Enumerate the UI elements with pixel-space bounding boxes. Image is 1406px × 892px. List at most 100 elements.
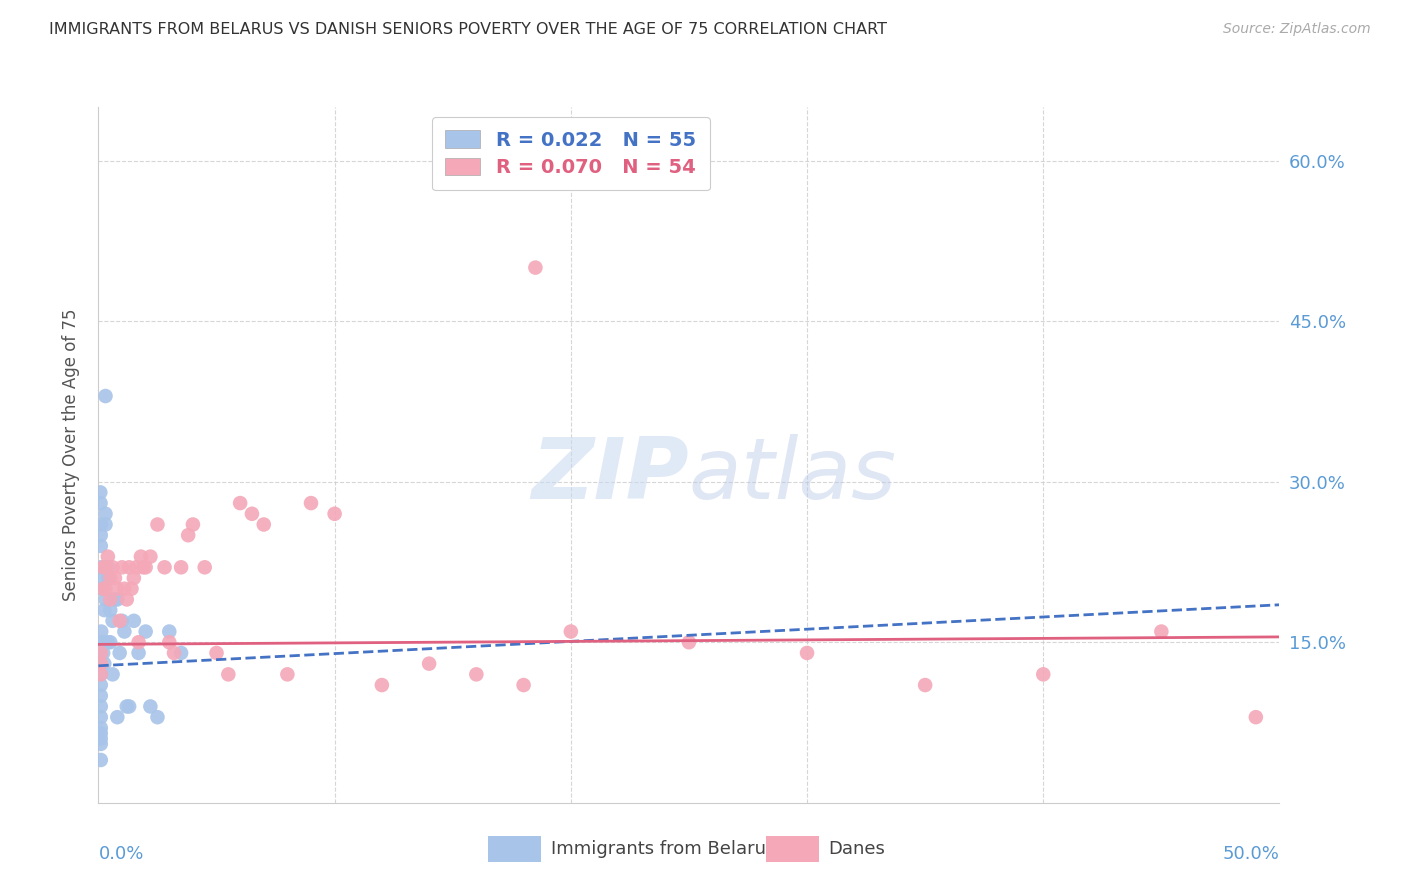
- Point: [177, 528, 200, 542]
- Point: [105, 582, 128, 596]
- Point: [90, 657, 112, 671]
- Point: [217, 667, 239, 681]
- Point: [418, 657, 440, 671]
- Point: [94, 389, 117, 403]
- Point: [512, 678, 534, 692]
- Point: [93, 603, 115, 617]
- Point: [146, 710, 169, 724]
- FancyBboxPatch shape: [488, 836, 541, 862]
- Point: [90, 726, 112, 740]
- Legend: R = 0.022   N = 55, R = 0.070   N = 54: R = 0.022 N = 55, R = 0.070 N = 54: [432, 117, 710, 191]
- Point: [90, 710, 112, 724]
- Text: 50.0%: 50.0%: [1223, 845, 1279, 863]
- Point: [108, 646, 131, 660]
- Point: [276, 667, 298, 681]
- Point: [111, 614, 134, 628]
- Point: [98, 592, 121, 607]
- Point: [139, 549, 162, 564]
- Point: [90, 635, 112, 649]
- Point: [115, 699, 138, 714]
- Text: Immigrants from Belarus: Immigrants from Belarus: [551, 839, 775, 858]
- Point: [194, 560, 217, 574]
- Point: [97, 549, 120, 564]
- Point: [91, 635, 114, 649]
- Point: [90, 528, 112, 542]
- Text: Danes: Danes: [828, 839, 886, 858]
- Point: [94, 507, 117, 521]
- Point: [90, 678, 112, 692]
- Point: [90, 721, 112, 735]
- Point: [101, 667, 124, 681]
- Point: [94, 560, 117, 574]
- Point: [90, 667, 112, 681]
- Point: [122, 571, 145, 585]
- Point: [90, 560, 112, 574]
- Point: [121, 582, 143, 596]
- Point: [132, 560, 155, 574]
- Point: [129, 549, 152, 564]
- Text: ZIP: ZIP: [531, 434, 689, 517]
- Text: 0.0%: 0.0%: [98, 845, 143, 863]
- Point: [105, 592, 128, 607]
- Point: [101, 560, 124, 574]
- Point: [90, 731, 112, 746]
- Y-axis label: Seniors Poverty Over the Age of 75: Seniors Poverty Over the Age of 75: [62, 309, 80, 601]
- Point: [94, 582, 117, 596]
- Point: [122, 614, 145, 628]
- Point: [157, 624, 180, 639]
- Point: [90, 646, 112, 660]
- Point: [170, 560, 193, 574]
- Point: [240, 507, 263, 521]
- Point: [157, 635, 180, 649]
- Point: [90, 699, 112, 714]
- Point: [118, 699, 141, 714]
- Point: [111, 560, 134, 574]
- Point: [524, 260, 547, 275]
- Point: [91, 571, 114, 585]
- Point: [112, 582, 135, 596]
- Point: [1032, 667, 1054, 681]
- Point: [89, 646, 111, 660]
- Point: [104, 571, 127, 585]
- Point: [229, 496, 252, 510]
- Point: [914, 678, 936, 692]
- Point: [465, 667, 488, 681]
- Point: [118, 560, 141, 574]
- Point: [90, 624, 112, 639]
- Point: [153, 560, 176, 574]
- Point: [125, 560, 148, 574]
- Point: [323, 507, 346, 521]
- Point: [91, 582, 114, 596]
- Point: [112, 624, 135, 639]
- Text: Source: ZipAtlas.com: Source: ZipAtlas.com: [1223, 22, 1371, 37]
- Point: [101, 614, 124, 628]
- Point: [90, 539, 112, 553]
- Point: [97, 635, 120, 649]
- Point: [678, 635, 700, 649]
- Point: [146, 517, 169, 532]
- Point: [170, 646, 193, 660]
- Point: [98, 603, 121, 617]
- Point: [91, 582, 114, 596]
- Point: [163, 646, 186, 660]
- Point: [104, 592, 127, 607]
- Point: [98, 635, 121, 649]
- Point: [94, 592, 117, 607]
- Point: [97, 560, 120, 574]
- Point: [796, 646, 818, 660]
- Point: [90, 657, 112, 671]
- Point: [90, 753, 112, 767]
- Point: [94, 517, 117, 532]
- Point: [90, 517, 112, 532]
- Point: [93, 657, 115, 671]
- Point: [91, 582, 114, 596]
- Point: [97, 571, 120, 585]
- Point: [90, 646, 112, 660]
- Point: [205, 646, 228, 660]
- Point: [89, 657, 111, 671]
- FancyBboxPatch shape: [766, 836, 818, 862]
- Point: [371, 678, 394, 692]
- Point: [1150, 624, 1173, 639]
- Point: [560, 624, 582, 639]
- Point: [128, 646, 150, 660]
